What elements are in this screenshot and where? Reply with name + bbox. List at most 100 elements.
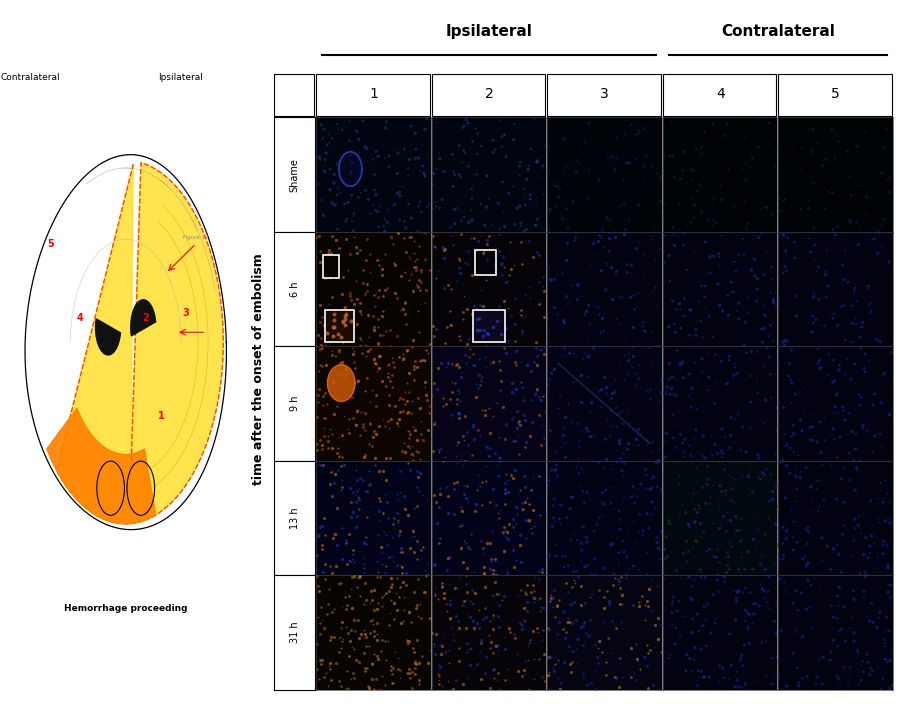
Point	[561, 616, 576, 627]
Point	[494, 258, 508, 270]
Point	[312, 397, 326, 408]
Point	[848, 522, 862, 534]
Point	[796, 553, 810, 565]
Point	[853, 660, 867, 671]
Point	[557, 317, 571, 328]
Point	[416, 434, 430, 445]
Point	[488, 555, 502, 566]
Point	[622, 291, 637, 302]
Point	[657, 573, 672, 584]
Point	[662, 250, 676, 261]
Point	[499, 420, 514, 432]
Point	[603, 498, 618, 509]
Point	[388, 401, 402, 412]
Point	[770, 651, 784, 662]
Point	[718, 489, 732, 500]
Point	[632, 127, 647, 139]
Point	[310, 123, 324, 134]
Point	[673, 570, 687, 582]
Point	[427, 419, 442, 430]
Point	[411, 658, 426, 669]
Point	[654, 374, 668, 385]
Point	[611, 579, 625, 590]
Point	[362, 683, 376, 694]
Point	[709, 551, 724, 562]
Point	[830, 612, 844, 624]
Point	[645, 445, 659, 456]
Point	[330, 224, 345, 235]
Point	[797, 551, 812, 562]
Point	[529, 386, 543, 397]
Point	[649, 458, 664, 469]
Point	[826, 635, 841, 646]
Point	[367, 630, 382, 641]
Point	[311, 611, 325, 622]
Point	[506, 544, 520, 555]
Point	[802, 195, 816, 206]
Point	[599, 453, 613, 465]
Point	[551, 683, 566, 694]
Point	[463, 232, 478, 243]
Point	[585, 431, 600, 442]
Point	[497, 527, 511, 538]
Point	[518, 189, 533, 201]
Point	[407, 586, 421, 598]
Point	[515, 504, 529, 515]
Point	[559, 551, 573, 562]
Point	[441, 579, 455, 591]
Point	[850, 645, 865, 656]
Point	[680, 650, 694, 661]
Point	[522, 515, 536, 526]
Point	[387, 647, 401, 658]
Point	[614, 291, 629, 303]
Point	[598, 283, 612, 294]
Point	[518, 616, 533, 627]
Point	[613, 514, 628, 525]
Point	[314, 602, 329, 613]
Point	[627, 667, 641, 679]
Point	[473, 379, 488, 390]
Point	[462, 161, 476, 172]
Point	[497, 487, 512, 498]
Point	[863, 548, 877, 559]
Point	[553, 519, 568, 530]
Point	[382, 204, 396, 215]
Point	[729, 666, 744, 677]
Point	[383, 232, 398, 243]
Point	[314, 439, 329, 451]
Point	[724, 495, 738, 506]
Point	[404, 448, 418, 459]
Point	[371, 255, 385, 266]
Point	[753, 204, 768, 215]
Point	[430, 265, 445, 277]
Point	[631, 565, 646, 576]
Point	[843, 215, 858, 227]
Point	[494, 329, 508, 340]
Point	[436, 242, 450, 253]
Point	[432, 679, 446, 690]
Text: 4: 4	[716, 87, 725, 101]
Point	[339, 684, 353, 695]
Point	[859, 649, 874, 660]
Point	[365, 384, 380, 396]
Point	[841, 408, 856, 419]
Point	[723, 442, 737, 453]
Point	[431, 593, 445, 605]
Point	[586, 315, 601, 327]
Point	[803, 482, 817, 493]
Point	[487, 663, 501, 674]
Point	[421, 348, 436, 359]
Point	[769, 221, 783, 232]
Point	[814, 532, 829, 543]
Point	[736, 563, 751, 574]
Point	[759, 395, 773, 406]
Point	[585, 568, 599, 579]
Point	[432, 660, 446, 671]
Point	[334, 623, 348, 634]
Point	[506, 181, 520, 192]
Point	[717, 464, 731, 475]
Point	[730, 674, 744, 686]
Point	[618, 349, 632, 360]
Point	[327, 200, 341, 211]
Point	[688, 357, 702, 368]
